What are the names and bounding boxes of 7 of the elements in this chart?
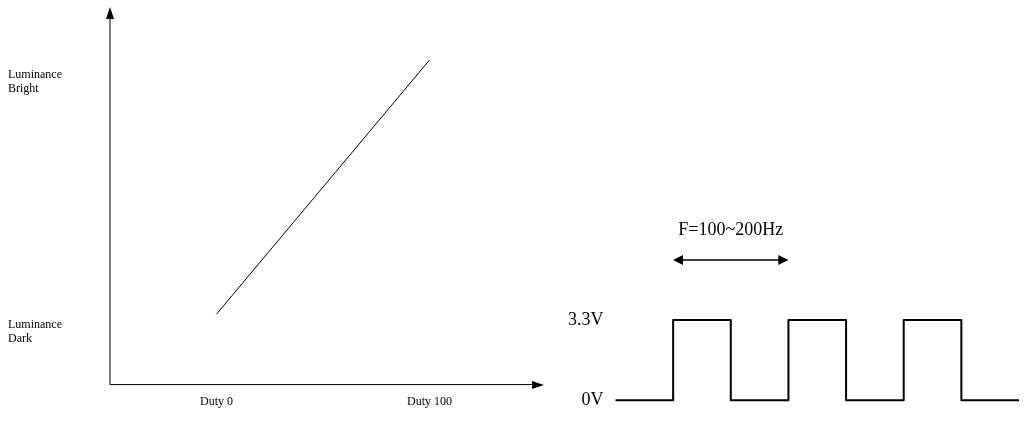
x-tick-label: Duty 100 [407,393,452,408]
y-tick-label: 0V [581,388,604,409]
text: Luminance Bright [8,67,62,96]
text: Luminance Dark [8,316,62,345]
x-tick-label: Duty 0 [200,393,233,408]
y-tick-label: 3.3V [568,308,604,329]
text: F=100~200Hz [678,218,784,239]
